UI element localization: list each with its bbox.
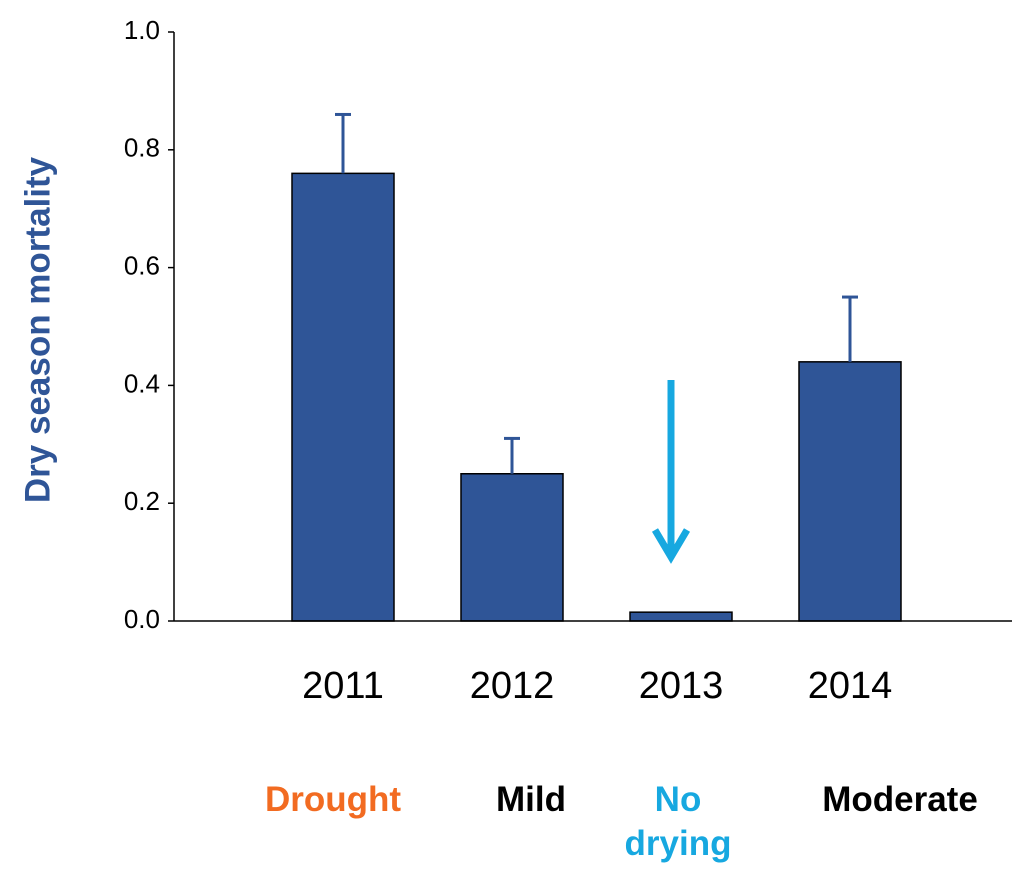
bar [460,473,564,622]
error-bar [335,112,351,174]
y-tick-label: 0.4 [124,368,160,398]
condition-label: Drought [264,780,402,819]
condition-label: Mild [496,780,566,819]
condition-label: No drying [624,780,732,863]
bar [629,611,733,622]
y-tick-label: 0.0 [124,604,160,634]
error-bar [504,436,520,474]
y-tick-label: 0.6 [124,250,160,280]
x-tick-label: 2013 [639,665,724,707]
y-tick-label: 0.8 [124,133,160,163]
y-tick-label: 0.2 [124,486,160,516]
bar [798,361,902,622]
x-tick-label: 2014 [808,665,893,707]
bar [291,172,395,622]
error-bar [842,295,858,362]
x-tick-label: 2012 [470,665,555,707]
y-tick-label: 1.0 [124,15,160,45]
x-tick-label: 2011 [302,665,384,707]
y-axis-title: Dry season mortality [18,156,57,503]
annotation-arrow [651,380,691,564]
condition-label: Moderate [822,780,978,819]
